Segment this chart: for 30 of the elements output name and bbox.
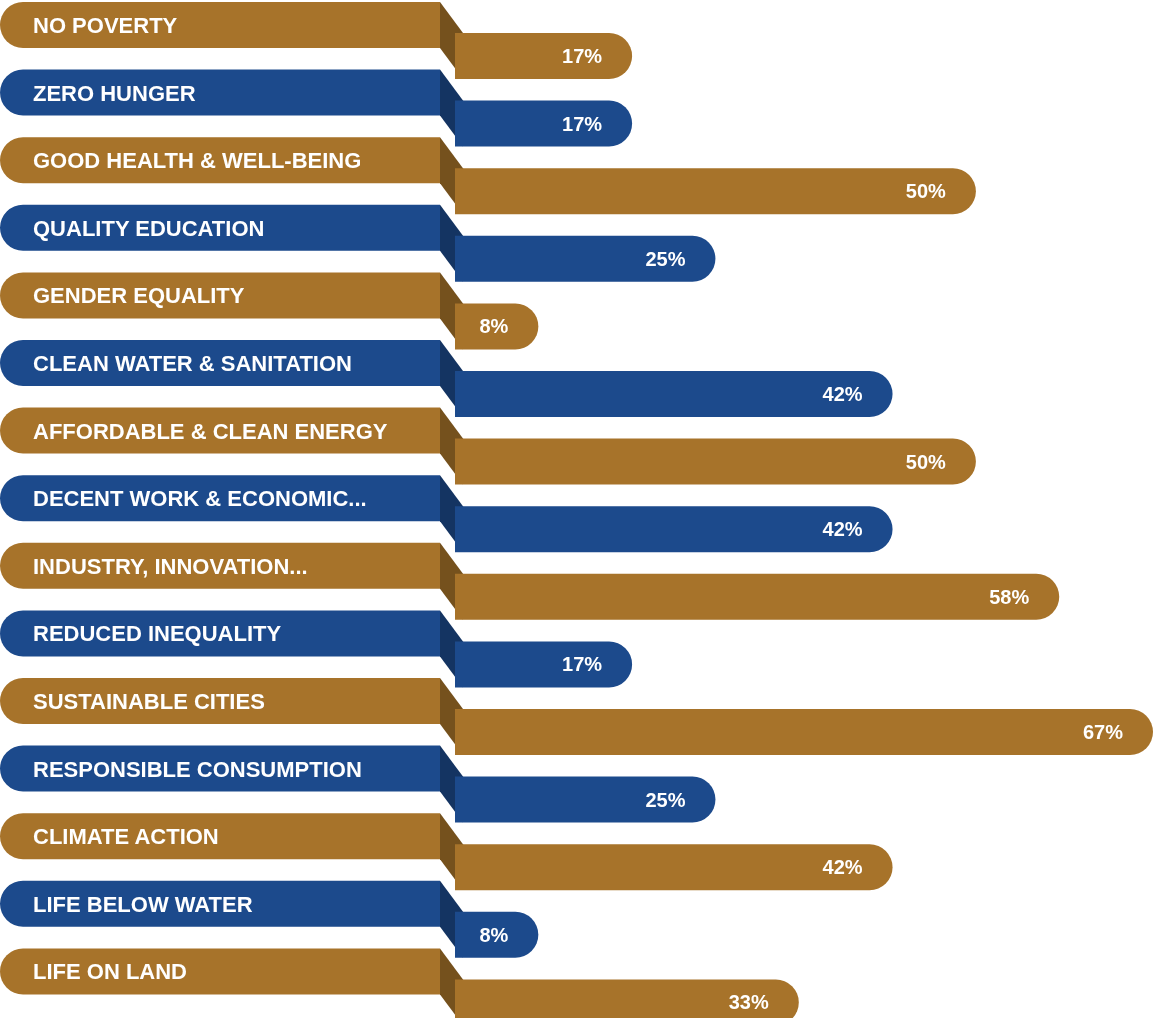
- data-label: 8%: [479, 923, 509, 946]
- y-tick-label: AFFORDABLE & CLEAN ENERGY: [33, 418, 388, 444]
- y-tick-label: GOOD HEALTH & WELL-BEING: [33, 148, 362, 174]
- y-tick-label: LIFE ON LAND: [33, 959, 187, 985]
- y-tick-label: SUSTAINABLE CITIES: [33, 689, 265, 714]
- data-label: 17%: [562, 45, 603, 67]
- y-tick-label: NO POVERTY: [33, 13, 178, 38]
- data-label: 8%: [479, 315, 509, 338]
- y-tick-label: REDUCED INEQUALITY: [33, 621, 282, 647]
- data-label: 25%: [645, 788, 686, 811]
- y-tick-label: GENDER EQUALITY: [33, 283, 245, 309]
- y-tick-label: QUALITY EDUCATION: [33, 215, 265, 241]
- data-label: 17%: [562, 112, 603, 135]
- data-label: 42%: [822, 856, 863, 879]
- data-label: 58%: [989, 585, 1030, 608]
- data-label: 50%: [905, 180, 947, 203]
- data-label: 67%: [1082, 721, 1124, 743]
- y-tick-label: LIFE BELOW WATER: [33, 891, 253, 917]
- data-label: 33%: [728, 991, 770, 1014]
- data-label: 50%: [905, 450, 947, 473]
- y-tick-label: RESPONSIBLE CONSUMPTION: [33, 756, 362, 782]
- y-tick-label: CLEAN WATER & SANITATION: [33, 351, 352, 376]
- y-tick-label: INDUSTRY, INNOVATION...: [33, 553, 308, 579]
- data-label: 17%: [562, 653, 603, 676]
- y-tick-label: CLIMATE ACTION: [33, 824, 219, 850]
- y-tick-label: ZERO HUNGER: [33, 80, 196, 106]
- data-label: 25%: [645, 247, 686, 270]
- y-tick-label: DECENT WORK & ECONOMIC...: [33, 486, 367, 512]
- data-label: 42%: [822, 383, 863, 405]
- data-label: 42%: [822, 518, 863, 541]
